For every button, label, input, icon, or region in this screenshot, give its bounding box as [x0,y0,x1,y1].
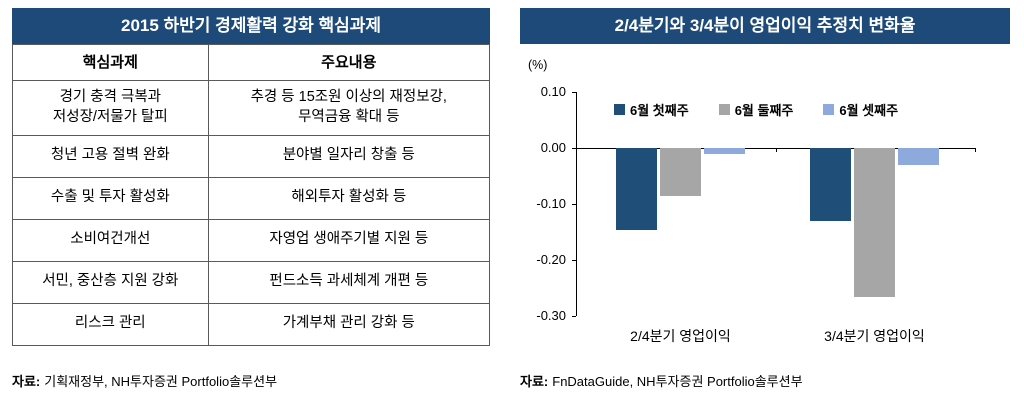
content-cell: 분야별 일자리 창출 등 [207,134,491,178]
chart-bar [704,148,745,154]
chart-plot: 6월 첫째주 6월 둘째주 6월 셋째주 2/4분기 영업이익 3/4분기 영업이익 [572,92,976,344]
source-text: FnDataGuide, NH투자증권 Portfolio솔루션부 [552,374,803,389]
content-cell: 가계부채 관리 강화 등 [207,302,491,346]
chart-bar [660,148,701,196]
chart-bar [854,148,895,297]
legend-item: 6월 셋째주 [823,100,898,119]
column-header-content: 주요내용 [207,44,491,82]
legend-item: 6월 둘째주 [718,100,794,119]
content-cell: 해외투자 활성화 등 [207,176,491,220]
content-cell: 추경 등 15조원 이상의 재정보강, 무역금융 확대 등 [207,80,491,136]
y-axis-tick-mark [572,92,576,94]
table-header-row: 핵심과제 주요내용 [12,44,491,82]
table-body: 경기 충격 극복과 저성장/저물가 탈피 추경 등 15조원 이상의 재정보강, … [12,80,491,346]
table-row: 경기 충격 극복과 저성장/저물가 탈피 추경 등 15조원 이상의 재정보강, … [12,80,491,136]
y-tick-label: -0.30 [536,308,566,324]
y-axis-ticks: 0.10 0.00 -0.10 -0.20 -0.30 [520,84,566,323]
legend-item: 6월 첫째주 [614,100,689,119]
task-cell: 서민, 중산층 지원 강화 [12,260,209,304]
left-panel: 2015 하반기 경제활력 강화 핵심과제 핵심과제 주요내용 경기 충격 극복… [12,8,491,396]
chart-bar [616,148,657,230]
content-cell: 펀드소득 과세체계 개편 등 [207,260,491,304]
y-axis-tick-mark [572,204,576,206]
table-row: 수출 및 투자 활성화 해외투자 활성화 등 [12,176,491,220]
left-panel-title: 2015 하반기 경제활력 강화 핵심과제 [12,8,490,45]
source-text: 기획재정부, NH투자증권 Portfolio솔루션부 [44,374,278,389]
bar-chart: (%) 0.10 0.00 -0.10 -0.20 -0.30 6월 첫째주 6월 둘째주… [520,44,1010,367]
y-tick-label: -0.10 [536,196,566,212]
task-cell: 소비여건개선 [12,218,209,262]
y-tick-label: 0.00 [540,140,566,156]
legend-swatch [718,104,730,116]
y-tick-label: -0.20 [536,252,566,268]
y-axis-unit-label: (%) [528,58,548,73]
chart-bar [810,148,851,222]
legend-label: 6월 셋째주 [839,103,899,119]
y-axis-tick-mark [572,148,576,150]
task-cell: 수출 및 투자 활성화 [12,176,209,220]
left-source: 자료: 기획재정부, NH투자증권 Portfolio솔루션부 [12,367,490,396]
table-row: 리스크 관리 가계부채 관리 강화 등 [12,302,491,346]
legend-swatch [823,104,835,116]
task-cell: 청년 고용 절벽 완화 [12,134,209,178]
chart-legend: 6월 첫째주 6월 둘째주 6월 셋째주 [614,100,898,119]
core-tasks-table: 핵심과제 주요내용 경기 충격 극복과 저성장/저물가 탈피 추경 등 15조원 … [12,44,491,346]
table-row: 소비여건개선 자영업 생애주기별 지원 등 [12,218,491,262]
right-source: 자료: FnDataGuide, NH투자증권 Portfolio솔루션부 [520,367,1010,396]
chart-bar [898,148,939,166]
column-header-task: 핵심과제 [12,44,209,82]
right-panel: 2/4분기와 3/4분이 영업이익 추정치 변화율 (%) 0.10 0.00 -0… [520,8,1010,396]
legend-label: 6월 둘째주 [734,103,794,119]
x-axis-tick-mark [776,148,777,153]
y-axis-tick-mark [572,316,576,318]
table-row: 서민, 중산층 지원 강화 펀드소득 과세체계 개편 등 [12,260,491,304]
task-cell: 경기 충격 극복과 저성장/저물가 탈피 [12,80,209,136]
chart-title: 2/4분기와 3/4분이 영업이익 추정치 변화율 [520,8,1010,45]
table-row: 청년 고용 절벽 완화 분야별 일자리 창출 등 [12,134,491,178]
y-tick-label: 0.10 [540,84,566,100]
x-axis-tick-mark [975,148,976,153]
y-axis-line [576,92,577,317]
content-cell: 자영업 생애주기별 지원 등 [207,218,491,262]
source-label: 자료: [12,374,41,389]
category-label: 2/4분기 영업이익 [630,328,731,345]
task-cell: 리스크 관리 [12,302,209,346]
source-label: 자료: [520,374,549,389]
legend-swatch [614,104,625,116]
legend-label: 6월 첫째주 [630,103,689,119]
category-label: 3/4분기 영업이익 [824,328,925,345]
y-axis-tick-mark [572,260,576,262]
